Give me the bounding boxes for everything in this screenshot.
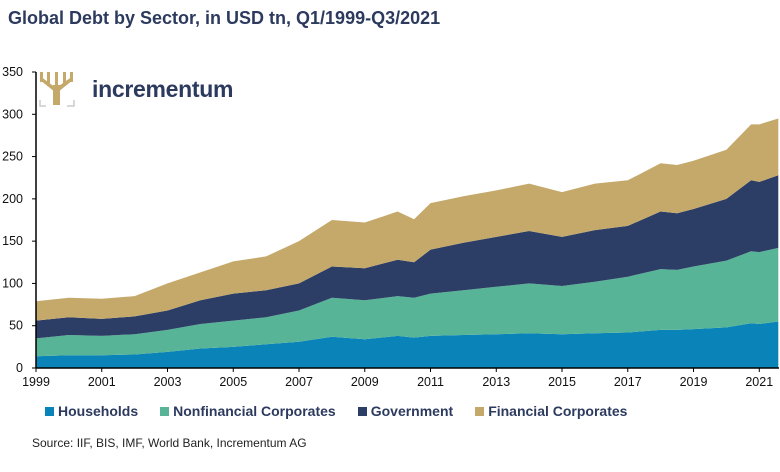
chart-title: Global Debt by Sector, in USD tn, Q1/199… (8, 8, 441, 28)
source-note: Source: IIF, BIS, IMF, World Bank, Incre… (32, 436, 307, 450)
legend-label: Government (370, 403, 454, 419)
legend-item-households: Households (45, 403, 138, 419)
legend: Households Nonfinancial Corporates Gover… (45, 403, 649, 419)
x-tick-label: 2017 (614, 375, 642, 389)
y-tick-label: 0 (16, 361, 23, 375)
brand-logo-text: incrementum (92, 76, 234, 102)
x-tick-label: 1999 (22, 375, 50, 389)
y-tick-label: 100 (2, 276, 23, 290)
x-tick-label: 2013 (482, 375, 510, 389)
area-financial-corporates (36, 118, 779, 321)
x-tick-label: 2011 (417, 375, 444, 389)
x-tick-label: 2009 (351, 375, 379, 389)
x-tick-label: 2015 (548, 375, 576, 389)
area-nonfinancial-corporates (36, 247, 779, 357)
y-tick-label: 250 (2, 150, 23, 164)
areas (36, 118, 779, 368)
legend-label: Households (58, 403, 139, 419)
legend-swatch (475, 406, 485, 416)
legend-swatch (357, 406, 367, 416)
y-tick-label: 350 (2, 65, 23, 79)
legend-swatch (160, 406, 170, 416)
legend-swatch (45, 406, 54, 416)
x-tick-label: 2003 (154, 375, 182, 389)
x-tick-label: 2007 (285, 375, 313, 389)
y-tick-label: 50 (9, 319, 23, 333)
legend-item-government: Government (357, 403, 454, 419)
x-tick-label: 2005 (219, 375, 247, 389)
legend-item-nonfinancial-corporates: Nonfinancial Corporates (160, 403, 336, 419)
y-tick-label: 200 (2, 192, 23, 206)
legend-label: Nonfinancial Corporates (173, 403, 336, 419)
x-tick-label: 2021 (745, 375, 773, 389)
area-households (36, 321, 779, 368)
x-tick-label: 2001 (88, 375, 116, 389)
y-tick-label: 150 (2, 234, 23, 248)
tree-icon (39, 72, 75, 107)
x-tick-label: 2019 (680, 375, 708, 389)
legend-label: Financial Corporates (488, 403, 628, 419)
area-government (36, 175, 779, 339)
y-tick-label: 300 (2, 107, 23, 121)
axes: 0 50 100 150 200 250 300 350 1999 2001 2003 2005 200… (2, 65, 779, 389)
legend-item-financial-corporates: Financial Corporates (475, 403, 627, 419)
